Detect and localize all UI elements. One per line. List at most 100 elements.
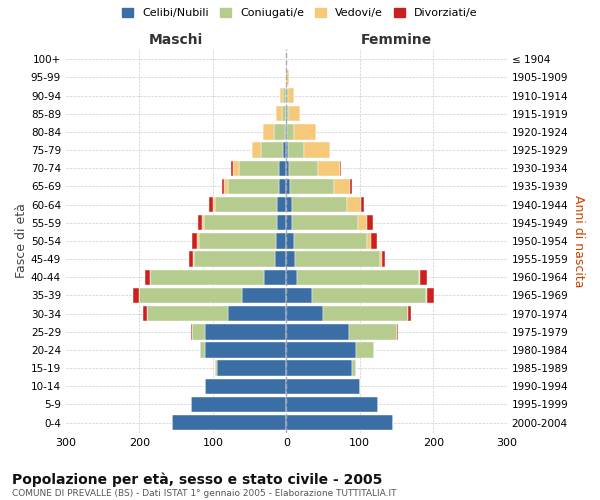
Bar [419,270,420,285]
Bar [295,124,316,140]
Bar [286,415,393,430]
Bar [286,52,287,67]
Bar [293,233,367,248]
Bar [287,124,295,140]
Text: Femmine: Femmine [361,32,432,46]
Bar [298,270,419,285]
Bar [352,360,356,376]
Bar [350,178,352,194]
Bar [274,124,285,140]
Bar [286,342,356,357]
Bar [292,215,358,230]
Bar [242,288,286,303]
Bar [283,88,286,104]
Bar [213,197,215,212]
Bar [349,324,397,340]
Bar [205,378,286,394]
Bar [304,142,329,158]
Bar [288,88,293,104]
Bar [277,215,286,230]
Bar [275,252,286,267]
Bar [279,160,286,176]
Bar [276,233,286,248]
Bar [289,160,318,176]
Bar [191,233,197,248]
Bar [286,142,288,158]
Bar [204,215,277,230]
Bar [215,360,217,376]
Bar [382,252,385,267]
Bar [286,88,288,104]
Bar [227,178,279,194]
Bar [292,197,347,212]
Bar [286,160,289,176]
Bar [279,178,286,194]
Bar [290,178,334,194]
Bar [199,233,276,248]
Bar [367,215,373,230]
Bar [276,106,282,122]
Text: COMUNE DI PREVALLE (BS) - Dati ISTAT 1° gennaio 2005 - Elaborazione TUTTITALIA.I: COMUNE DI PREVALLE (BS) - Dati ISTAT 1° … [12,489,397,498]
Bar [286,178,290,194]
Bar [286,306,323,322]
Bar [223,178,224,194]
Bar [147,306,227,322]
Bar [397,324,398,340]
Bar [205,342,286,357]
Bar [407,306,411,322]
Bar [209,197,213,212]
Bar [202,215,204,230]
Y-axis label: Anni di nascita: Anni di nascita [572,194,585,287]
Bar [287,106,289,122]
Bar [318,160,340,176]
Bar [190,252,193,267]
Bar [286,252,295,267]
Bar [139,288,242,303]
Bar [200,342,205,357]
Bar [227,306,286,322]
Bar [282,106,286,122]
Text: Maschi: Maschi [149,32,203,46]
Bar [312,288,426,303]
Bar [286,360,352,376]
Bar [286,215,292,230]
Bar [215,197,277,212]
Bar [340,160,341,176]
Bar [286,378,360,394]
Bar [192,324,205,340]
Bar [295,252,380,267]
Bar [198,215,202,230]
Bar [367,233,371,248]
Bar [286,270,298,285]
Bar [231,160,233,176]
Bar [361,197,364,212]
Bar [197,233,199,248]
Bar [252,142,260,158]
Bar [286,324,349,340]
Bar [286,124,287,140]
Bar [263,124,274,140]
Bar [283,142,286,158]
Bar [239,160,279,176]
Bar [347,197,361,212]
Bar [260,142,283,158]
Bar [145,270,151,285]
Bar [356,342,374,357]
Bar [426,288,427,303]
Bar [289,106,299,122]
Bar [286,106,287,122]
Y-axis label: Fasce di età: Fasce di età [15,204,28,279]
Bar [224,178,227,194]
Bar [191,324,192,340]
Bar [334,178,350,194]
Bar [191,397,286,412]
Text: Popolazione per età, sesso e stato civile - 2005: Popolazione per età, sesso e stato civil… [12,472,382,487]
Bar [288,142,304,158]
Bar [194,252,275,267]
Bar [277,197,286,212]
Bar [264,270,286,285]
Bar [285,124,286,140]
Bar [286,197,292,212]
Bar [193,252,194,267]
Bar [143,306,147,322]
